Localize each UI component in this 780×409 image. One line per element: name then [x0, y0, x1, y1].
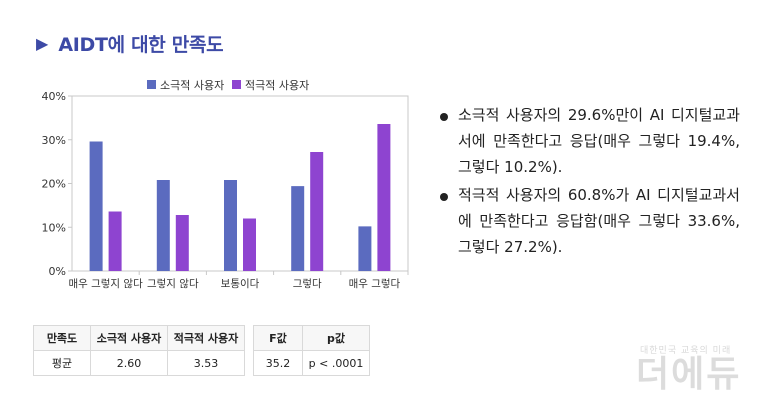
bullet-dot-icon [440, 193, 448, 201]
legend-swatch-passive [147, 80, 156, 89]
table-cell: 평균 [33, 350, 91, 376]
bar-passive [358, 226, 372, 271]
bar-active [377, 124, 391, 271]
table-row: 평균 2.60 3.53 [33, 350, 245, 376]
table-header-cell: 적극적 사용자 [167, 325, 245, 351]
bar-passive [224, 180, 237, 271]
x-axis: 매우 그렇지 않다 그렇지 않다 보통이다 그렇다 매우 그렇다 [68, 271, 409, 290]
bar-passive [291, 186, 305, 271]
table-header-row: 만족도 소극적 사용자 적극적 사용자 [33, 325, 245, 351]
title-text: AIDT에 대한 만족도 [58, 34, 224, 56]
bar-active [310, 152, 324, 271]
bullet-item: 소극적 사용자의 29.6%만이 AI 디지털교과서에 만족한다고 응답(매우 … [440, 102, 740, 180]
y-tick-label: 0% [49, 265, 66, 278]
bullet-item: 적극적 사용자의 60.8%가 AI 디지털교과서에 만족한다고 응답함(매우 … [440, 182, 740, 260]
table-cell: 3.53 [167, 350, 245, 376]
watermark-logo: 대한민국 교육의 미래 더에듀 [636, 343, 741, 394]
watermark-brand: 더에듀 [636, 354, 742, 395]
y-tick-label: 20% [42, 178, 66, 191]
bar-passive [89, 141, 103, 271]
bar-active [175, 215, 189, 271]
legend-label-active: 적극적 사용자 [245, 79, 309, 92]
y-axis: 0% 10% 20% 30% 40% [42, 90, 72, 278]
summary-bullets: 소극적 사용자의 29.6%만이 AI 디지털교과서에 만족한다고 응답(매우 … [440, 102, 740, 262]
bars [89, 124, 391, 271]
f-test-table: F값 p값 35.2 p < .0001 [253, 325, 370, 376]
table-header-cell: F값 [253, 325, 303, 351]
mean-table: 만족도 소극적 사용자 적극적 사용자 평균 2.60 3.53 [33, 325, 245, 376]
table-row: 35.2 p < .0001 [253, 350, 370, 376]
x-tick-label: 보통이다 [221, 278, 260, 290]
y-tick-label: 40% [42, 90, 66, 103]
bar-active [108, 211, 122, 271]
x-tick-label: 그렇지 않다 [147, 277, 199, 290]
bar-passive [156, 180, 170, 271]
legend-swatch-active [232, 80, 241, 89]
table-cell: 35.2 [253, 350, 303, 376]
bar-active [243, 218, 256, 271]
play-arrow-icon: ▶ [36, 34, 49, 53]
y-tick-label: 10% [42, 221, 66, 234]
x-tick-label: 매우 그렇지 않다 [68, 277, 143, 290]
bullet-text: 소극적 사용자의 29.6%만이 AI 디지털교과서에 만족한다고 응답(매우 … [458, 106, 740, 176]
table-header-cell: p값 [302, 325, 370, 351]
bullet-text: 적극적 사용자의 60.8%가 AI 디지털교과서에 만족한다고 응답함(매우 … [458, 186, 740, 256]
table-header-cell: 소극적 사용자 [90, 325, 168, 351]
watermark-tagline: 대한민국 교육의 미래 [640, 346, 732, 356]
plot-frame [71, 95, 409, 272]
table-cell: p < .0001 [302, 350, 370, 376]
legend: 소극적 사용자 적극적 사용자 [147, 79, 309, 92]
table-header-row: F값 p값 [253, 325, 370, 351]
y-tick-label: 30% [42, 134, 66, 147]
x-tick-label: 그렇다 [293, 277, 322, 290]
x-tick-label: 매우 그렇다 [349, 277, 401, 290]
bullet-dot-icon [440, 113, 448, 121]
legend-label-passive: 소극적 사용자 [160, 79, 224, 92]
section-title: ▶ AIDT에 대한 만족도 [36, 30, 224, 57]
table-cell: 2.60 [90, 350, 168, 376]
table-header-cell: 만족도 [33, 325, 91, 351]
bar-chart: 소극적 사용자 적극적 사용자 0% 10% 20% 30% 40% 매우 그렇지 않다… [42, 79, 409, 290]
